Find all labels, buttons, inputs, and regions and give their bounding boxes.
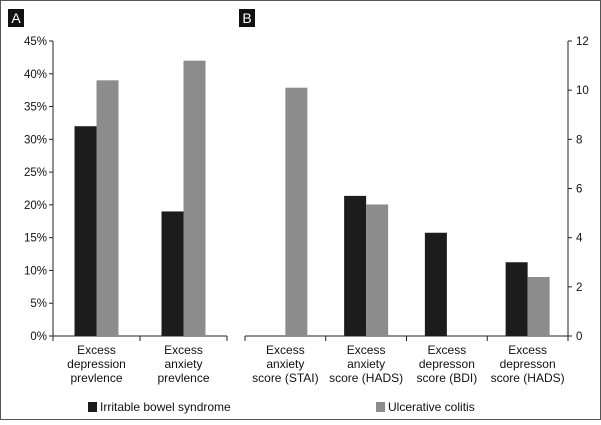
panel-b-category-label: Excess depresson score (HADS) [491,343,565,385]
panel-b-category-label-line: score (HADS) [329,371,403,385]
panel-b-y-tick-label: 12 [576,36,589,48]
panel-b-bar-ibs-2 [344,195,367,336]
legend: Irritable bowel syndrome Ulcerative coli… [88,400,475,414]
panel-a-y-tick-label: 40% [24,69,47,81]
panel-a-bar-uc-1 [96,80,119,336]
panel-b-category-label-line: score (STAI) [252,371,318,385]
panel-b-category-label: Excess depresson score (BDI) [417,343,478,385]
panel-a-category-label-line: anxiety [164,357,202,371]
legend-item-ibs: Irritable bowel syndrome [88,400,231,414]
legend-item-uc: Ulcerative colitis [376,400,475,414]
panel-a-y-tick-label: 5% [30,298,47,310]
legend-swatch-uc [376,402,385,412]
panel-b-y-tick-label: 0 [576,331,582,343]
panel-b-label-text: B [242,10,251,26]
panel-a-y-tick-label: 20% [24,200,47,212]
panel-b-category-label-line: score (BDI) [417,371,478,385]
panel-a-category-label-line: Excess [77,343,116,357]
panel-b-category-label-line: depresson [419,357,475,371]
panel-a-y-tick-label: 30% [24,134,47,146]
panel-b-category-label-line: Excess [428,343,467,357]
panel-b-y-tick-label: 4 [576,233,583,245]
panel-a-y-tick-label: 0% [30,331,47,343]
panel-a-bar-uc-2 [183,60,206,337]
panel-b-y-tick-label: 2 [576,282,582,294]
panel-a-category-label-line: depression [67,357,126,371]
panel-a-category-label: Excess depression prevlence [67,343,126,385]
panel-b-bar-ibs-4 [505,262,528,336]
panel-a-y-tick-label: 45% [24,36,47,48]
panel-a-bar-ibs-1 [74,126,97,336]
panel-b-category-label-line: anxiety [266,357,304,371]
panel-a-y-tick-label: 25% [24,167,47,179]
panel-b-category-label-line: Excess [347,343,386,357]
panel-a-y-tick-label: 10% [24,265,47,277]
panel-a-category-label-line: prevlence [157,371,209,385]
panel-b-bar-uc-4 [527,277,550,336]
panel-a-label: A [8,9,24,27]
legend-label-uc: Ulcerative colitis [388,400,475,414]
legend-label-ibs: Irritable bowel syndrome [100,400,231,414]
panel-b-bar-uc-1 [285,87,308,336]
panel-b-y-tick-label: 8 [576,134,582,146]
panel-b-category-label-line: score (HADS) [491,371,565,385]
panel-b-y-tick-label: 10 [576,85,589,97]
panel-a-label-text: A [11,10,21,26]
panel-a-chart: 0%5%10%15%20%25%30%35%40%45%Excess depres… [24,36,228,385]
panel-a-y-tick-label: 35% [24,102,47,114]
panel-b-category-label-line: Excess [266,343,305,357]
panel-a-category-label-line: Excess [164,343,203,357]
panel-b-bar-ibs-3 [424,232,447,336]
panel-a-y-tick-label: 15% [24,233,47,245]
panel-a-category-label: Excess anxiety prevlence [157,343,209,385]
panel-b-label: B [239,9,255,27]
panel-a-category-label-line: prevlence [70,371,122,385]
panel-b-y-tick-label: 6 [576,184,582,196]
panel-b-category-label-line: Excess [508,343,547,357]
panel-a-bar-ibs-2 [161,211,184,336]
panel-b-category-label: Excess anxiety score (HADS) [329,343,403,385]
panel-b-category-label-line: depresson [500,357,556,371]
panel-b-bar-uc-2 [366,204,389,336]
panel-b-category-label: Excess anxiety score (STAI) [252,343,318,385]
legend-swatch-ibs [88,402,97,412]
panel-b-category-label-line: anxiety [347,357,385,371]
